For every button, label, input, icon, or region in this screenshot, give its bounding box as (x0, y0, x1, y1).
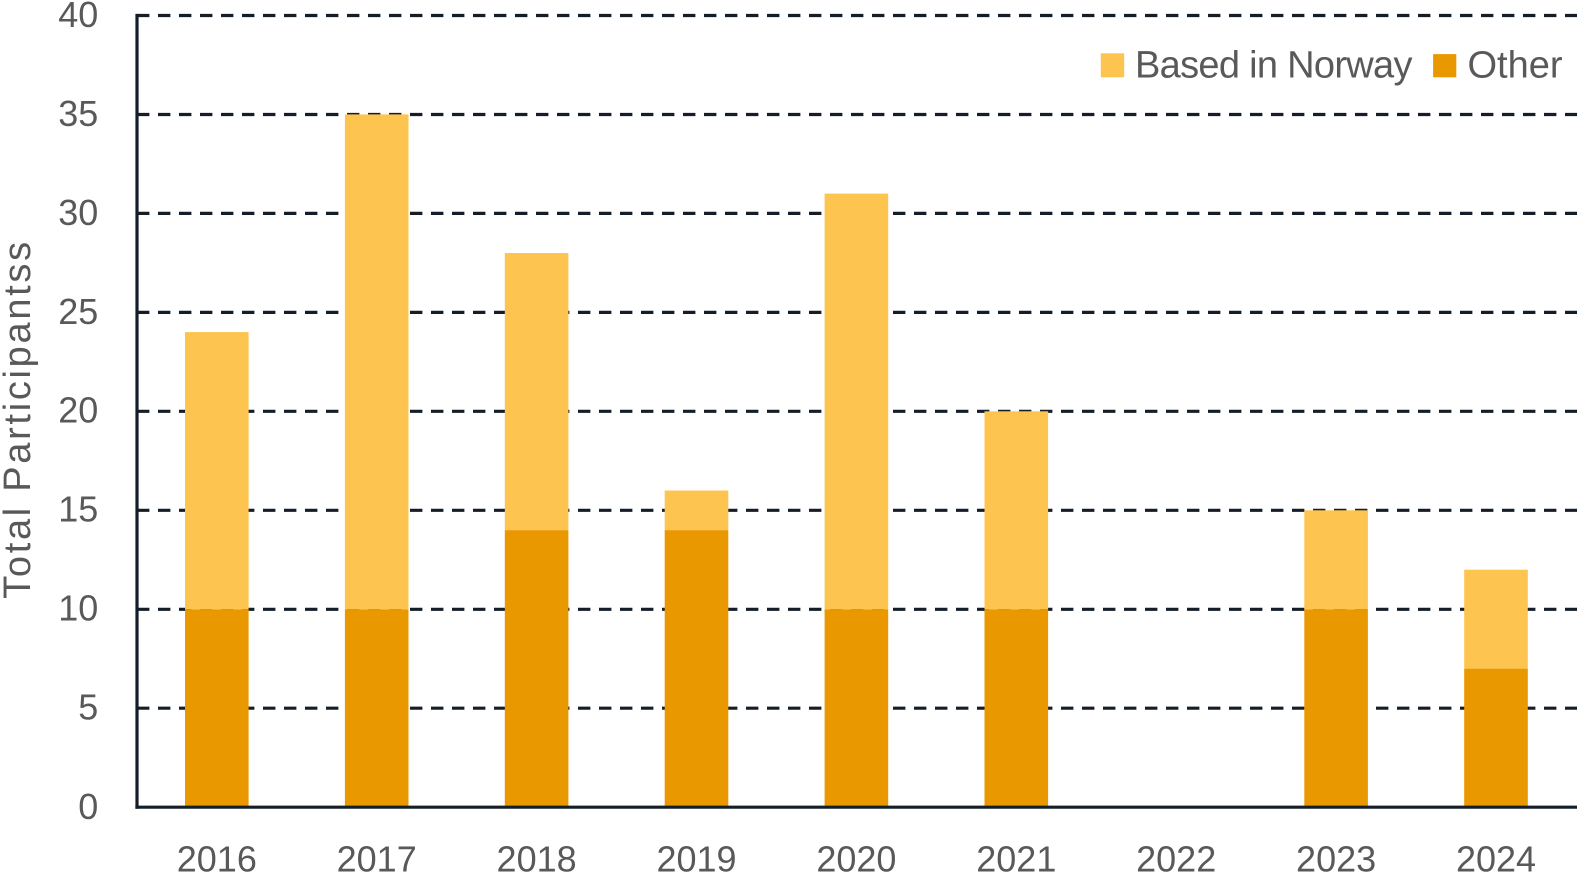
svg-text:15: 15 (58, 489, 98, 530)
svg-text:2016: 2016 (177, 839, 257, 874)
svg-text:35: 35 (58, 93, 98, 134)
svg-text:2020: 2020 (816, 839, 896, 874)
svg-text:5: 5 (78, 687, 98, 728)
svg-text:20: 20 (58, 390, 98, 431)
svg-text:2022: 2022 (1136, 839, 1216, 874)
svg-text:2023: 2023 (1296, 839, 1376, 874)
svg-text:Total Participantss: Total Participantss (0, 239, 39, 599)
svg-text:Other: Other (1468, 45, 1563, 87)
svg-text:25: 25 (58, 291, 98, 332)
svg-text:2021: 2021 (976, 839, 1056, 874)
svg-text:2018: 2018 (497, 839, 577, 874)
svg-text:2019: 2019 (656, 839, 736, 874)
svg-text:40: 40 (58, 0, 98, 35)
svg-text:2017: 2017 (337, 839, 417, 874)
svg-text:Based in Norway: Based in Norway (1135, 44, 1412, 86)
svg-text:0: 0 (78, 786, 98, 827)
svg-text:2024: 2024 (1456, 839, 1536, 874)
svg-text:10: 10 (58, 588, 98, 629)
svg-text:30: 30 (58, 192, 98, 233)
